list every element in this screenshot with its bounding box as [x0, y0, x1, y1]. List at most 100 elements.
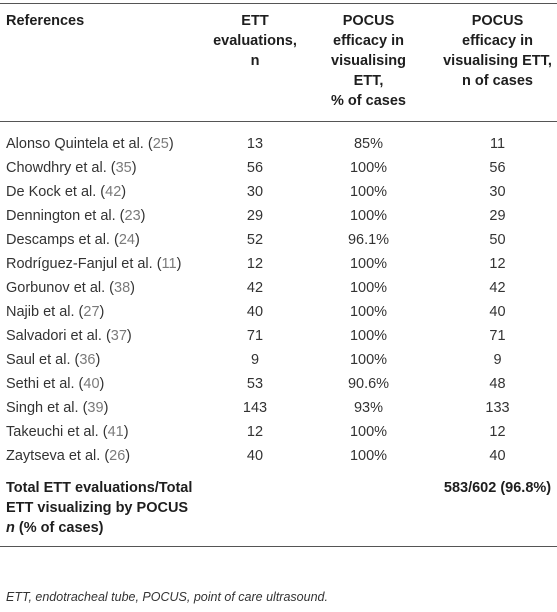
table-row: De Kock et al. (42) 30 100% 30	[0, 180, 557, 204]
pocus-count-cell: 30	[489, 184, 506, 200]
citation-number-link[interactable]: 23	[124, 208, 141, 224]
pocus-percent-cell: 100%	[349, 280, 388, 296]
table-total: Total ETT evaluations/Total ETT visualiz…	[0, 468, 557, 547]
pocus-count-cell: 40	[489, 304, 506, 320]
ett-evaluations-cell: 9	[250, 352, 260, 368]
pocus-percent-cell: 90.6%	[347, 376, 390, 392]
pocus-percent-cell: 96.1%	[347, 232, 390, 248]
reference-close-paren: )	[121, 184, 127, 200]
reference-close-paren: )	[176, 256, 182, 272]
pocus-percent-cell: 93%	[353, 400, 384, 416]
reference-author: Saul et al. (	[6, 352, 80, 368]
reference-close-paren: )	[130, 280, 135, 296]
pocus-count-cell: 9	[493, 352, 502, 368]
pocus-count-cell: 29	[489, 208, 506, 224]
citation-number-link[interactable]: 41	[107, 424, 124, 440]
pocus-percent-cell: 100%	[349, 304, 388, 320]
reference-cell: Alonso Quintela et al. (25)	[0, 122, 211, 157]
citation-number-link[interactable]: 40	[83, 376, 100, 392]
table-body: Alonso Quintela et al. (25) 13 85% 11 Chowdh…	[0, 122, 557, 469]
table-row: Sethi et al. (40) 53 90.6% 48	[0, 372, 557, 396]
total-label-n: n	[6, 520, 15, 536]
ett-evaluations-cell: 40	[246, 304, 264, 320]
citation-number-link[interactable]: 39	[87, 400, 104, 416]
citation-number-link[interactable]: 24	[118, 232, 135, 248]
header-line: evaluations,	[213, 33, 297, 49]
table-row: Alonso Quintela et al. (25) 13 85% 11	[0, 122, 557, 157]
header-pocus-count: POCUS efficacy in visualising ETT, n of …	[438, 3, 557, 122]
table-row: Saul et al. (36) 9 100% 9	[0, 348, 557, 372]
pocus-count-cell: 42	[489, 280, 506, 296]
citation-number-link[interactable]: 25	[152, 136, 169, 152]
pocus-count-cell: 50	[489, 232, 506, 248]
reference-close-paren: )	[125, 448, 131, 464]
header-line: POCUS	[471, 13, 524, 29]
table-row: Gorbunov et al. (38) 42 100% 42	[0, 276, 557, 300]
table-row: Rodríguez-Fanjul et al. (11) 12 100% 12	[0, 252, 557, 276]
total-label-line: (% of cases)	[14, 520, 104, 536]
pocus-percent-cell: 100%	[349, 352, 388, 368]
reference-cell: Salvadori et al. (37)	[0, 324, 211, 348]
pocus-percent-cell: 100%	[349, 328, 388, 344]
ett-evaluations-cell: 40	[246, 448, 264, 464]
table-row: Najib et al. (27) 40 100% 40	[0, 300, 557, 324]
citation-number-link[interactable]: 35	[115, 160, 132, 176]
citation-number-link[interactable]: 27	[83, 304, 100, 320]
reference-cell: Chowdhry et al. (35)	[0, 156, 211, 180]
pocus-percent-cell: 100%	[349, 256, 388, 272]
citation-number-link[interactable]: 26	[109, 448, 126, 464]
pocus-percent-cell: 100%	[349, 184, 388, 200]
header-line: visualising ETT,	[443, 53, 552, 69]
citation-number-link[interactable]: 11	[161, 256, 177, 272]
citation-number-link[interactable]: 42	[105, 184, 122, 200]
reference-author: Najib et al. (	[6, 304, 84, 320]
reference-author: Dennington et al. (	[6, 208, 125, 224]
reference-cell: Dennington et al. (23)	[0, 204, 211, 228]
header-line: visualising	[331, 53, 406, 69]
reference-author: Gorbunov et al. (	[6, 280, 114, 296]
total-label-line: ETT visualizing by POCUS	[6, 500, 189, 516]
pocus-count-cell: 11	[489, 136, 506, 152]
header-line: efficacy in	[333, 33, 404, 49]
pocus-percent-cell: 85%	[353, 136, 384, 152]
header-row: References ETT evaluations, n POCUS effi…	[0, 3, 557, 122]
reference-cell: Zaytseva et al. (26)	[0, 444, 211, 468]
header-references: References	[0, 3, 211, 122]
pocus-percent-cell: 100%	[349, 160, 388, 176]
header-line: POCUS	[342, 13, 395, 29]
reference-close-paren: )	[131, 160, 137, 176]
ett-evaluations-cell: 12	[246, 256, 264, 272]
reference-author: Zaytseva et al. (	[6, 448, 110, 464]
header-line: efficacy in	[462, 33, 533, 49]
pocus-count-cell: 56	[489, 160, 506, 176]
ett-evaluations-cell: 30	[246, 184, 264, 200]
ett-evaluations-cell: 42	[246, 280, 264, 296]
header-line: ETT,	[353, 73, 384, 89]
reference-close-paren: )	[99, 304, 105, 320]
reference-close-paren: )	[103, 400, 109, 416]
pocus-percent-cell: 100%	[349, 424, 388, 440]
reference-author: Chowdhry et al. (	[6, 160, 116, 176]
reference-close-paren: )	[140, 208, 146, 224]
reference-author: Descamps et al. (	[6, 232, 119, 248]
header-line: n of cases	[462, 73, 533, 89]
ett-evaluations-cell: 13	[246, 136, 264, 152]
table-footnote: ETT, endotracheal tube, POCUS, point of …	[6, 590, 328, 604]
ett-evaluations-cell: 29	[246, 208, 264, 224]
ett-evaluations-cell: 53	[246, 376, 264, 392]
reference-cell: Rodríguez-Fanjul et al. (11)	[0, 252, 211, 276]
reference-cell: Najib et al. (27)	[0, 300, 211, 324]
table-row: Descamps et al. (24) 52 96.1% 50	[0, 228, 557, 252]
ett-evaluations-cell: 56	[246, 160, 264, 176]
header-ett-evaluations: ETT evaluations, n	[211, 3, 299, 122]
reference-close-paren: )	[123, 424, 129, 440]
pocus-count-cell: 40	[489, 448, 506, 464]
total-label: Total ETT evaluations/Total ETT visualiz…	[0, 468, 438, 547]
citation-number-link[interactable]: 38	[114, 280, 131, 296]
citation-number-link[interactable]: 37	[110, 328, 127, 344]
pocus-count-cell: 48	[489, 376, 506, 392]
reference-close-paren: )	[168, 136, 174, 152]
data-table: References ETT evaluations, n POCUS effi…	[0, 3, 557, 547]
citation-number-link[interactable]: 36	[79, 352, 96, 368]
table-row: Chowdhry et al. (35) 56 100% 56	[0, 156, 557, 180]
